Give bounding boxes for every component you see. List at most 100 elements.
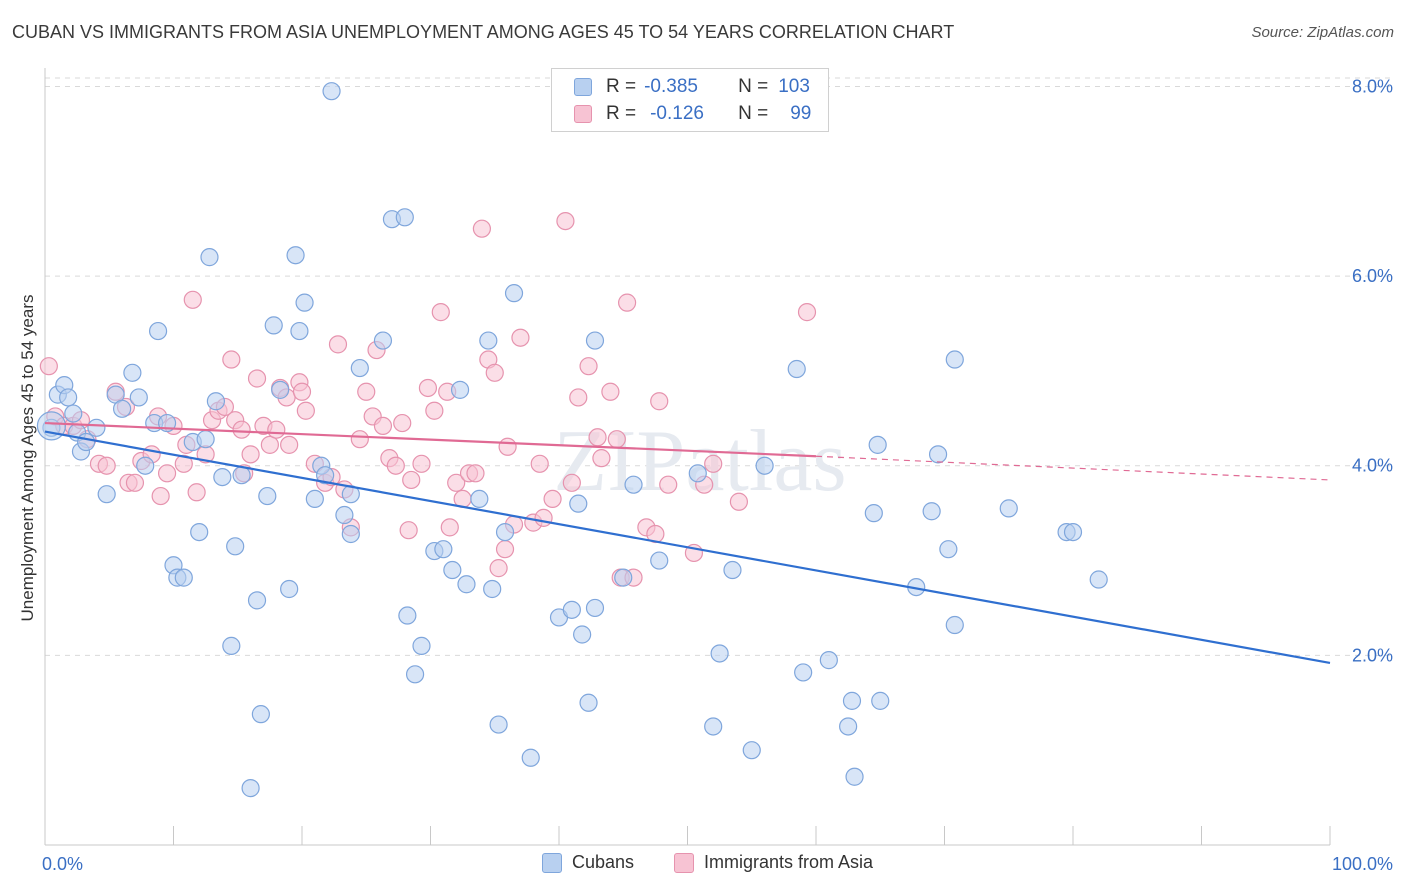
legend-row-asia: R = -0.126 N = 99 [552, 101, 811, 127]
asia-point-55 [399, 521, 418, 540]
cubans-point-24 [200, 248, 219, 267]
trend-lines [44, 421, 1331, 665]
cubans-point-55 [434, 540, 453, 559]
cubans-point-3 [59, 388, 78, 407]
asia-point-56 [402, 470, 421, 490]
source-label: Source: ZipAtlas.com [1251, 24, 1394, 41]
bottom-legend-swatch-cubans [542, 852, 562, 873]
asia-point-63 [447, 473, 466, 492]
asia-point-78 [543, 489, 562, 509]
asia-point-70 [489, 559, 508, 578]
cubans-point-63 [495, 522, 515, 542]
cubans-point-cluster [36, 411, 67, 441]
asia-point-66 [466, 464, 485, 483]
asia-point-69 [485, 363, 504, 382]
asia-point-92 [650, 392, 669, 411]
cubans-point-77 [704, 717, 723, 736]
trend-line-asia [44, 421, 817, 458]
asia-point-67 [472, 219, 491, 238]
cubans-point-32 [251, 705, 270, 724]
cubans-point-96 [945, 350, 964, 369]
cubans-point-47 [350, 358, 369, 378]
legend-n-value-cubans: 103 [778, 76, 810, 97]
cubans-point-56 [443, 560, 462, 580]
axes [44, 68, 1331, 846]
cubans-point-29 [232, 466, 251, 485]
asia-point-62 [440, 518, 459, 537]
legend-n-value-asia: 99 [790, 103, 812, 124]
asia-point-57 [412, 454, 431, 473]
cubans-point-53 [412, 636, 431, 655]
legend-swatch-asia [574, 105, 592, 123]
cubans-point-87 [845, 767, 864, 786]
y-axis-title: Unemployment Among Ages 45 to 54 years [18, 294, 37, 622]
legend-swatch-cubans [574, 78, 592, 96]
cubans-point-40 [305, 489, 324, 509]
asia-point-26 [222, 350, 241, 369]
cubans-point-7 [77, 432, 96, 452]
cubans-point-25 [206, 392, 226, 411]
x-tick-label-max: 100.0% [1332, 854, 1393, 874]
asia-point-30 [241, 445, 260, 464]
bottom-legend-asia: Immigrants from Asia [674, 852, 873, 873]
asia-point-7 [97, 456, 116, 475]
legend-n-label: N = [738, 76, 769, 97]
cubans-point-94 [939, 540, 958, 559]
asia-point-51 [373, 416, 393, 435]
cubans-point-79 [723, 560, 742, 580]
cubans-point-82 [787, 359, 806, 379]
y-tick-label-0: 2.0% [1352, 645, 1393, 665]
cubans-point-9 [97, 485, 116, 504]
asia-point-15 [151, 486, 170, 506]
cubans-point-28 [226, 537, 245, 556]
cubans-point-16 [148, 321, 168, 341]
cubans-point-37 [286, 246, 305, 265]
asia-point-11 [125, 473, 145, 492]
cubans-point-22 [190, 522, 209, 542]
cubans-point-93 [928, 445, 948, 464]
cubans-point-78 [710, 644, 729, 663]
cubans-point-11 [112, 399, 132, 418]
asia-point-86 [607, 430, 626, 449]
asia-point-31 [247, 369, 267, 388]
cubans-point-27 [222, 636, 241, 655]
trend-line-cubans [44, 430, 1331, 665]
cubans-point-81 [755, 456, 774, 475]
bottom-legend-label-cubans: Cubans [572, 852, 635, 872]
bottom-legend-label-asia: Immigrants from Asia [704, 852, 874, 872]
y-tick-label-2: 6.0% [1352, 266, 1393, 286]
bottom-legend-cubans: Cubans [542, 852, 634, 873]
trend-line-asia-extension [815, 455, 1331, 481]
x-tick-label-min: 0.0% [42, 854, 83, 874]
asia-point-47 [350, 430, 369, 449]
asia-point-39 [292, 382, 312, 401]
cubans-point-45 [341, 524, 360, 544]
cubans-point-34 [264, 316, 283, 335]
cubans-point-85 [839, 717, 858, 736]
cubans-point-95 [945, 615, 964, 635]
cubans-point-50 [395, 208, 414, 227]
cubans-point-52 [405, 665, 425, 684]
cubans-point-83 [794, 663, 813, 682]
asia-point-54 [393, 413, 412, 433]
asia-point-33 [260, 435, 279, 454]
cubans-point-31 [247, 591, 267, 610]
asia-point-37 [280, 435, 299, 454]
cubans-point-71 [585, 598, 605, 618]
asia-point-88 [618, 293, 637, 312]
cubans-point-86 [842, 691, 862, 710]
asia-point-74 [511, 328, 530, 347]
asia-point-97 [729, 492, 749, 511]
asia-point-18 [174, 454, 193, 473]
cubans-point-72 [585, 331, 605, 350]
asia-point-93 [659, 475, 678, 494]
bottom-legend-swatch-asia [674, 852, 694, 873]
cubans-point-26 [213, 468, 232, 487]
asia-point-21 [187, 483, 206, 502]
cubans-point-68 [569, 494, 588, 513]
cubans-point-90 [871, 691, 890, 710]
cubans-point-80 [742, 741, 761, 760]
asia-point-0 [39, 357, 58, 376]
cubans-point-44 [335, 505, 354, 525]
